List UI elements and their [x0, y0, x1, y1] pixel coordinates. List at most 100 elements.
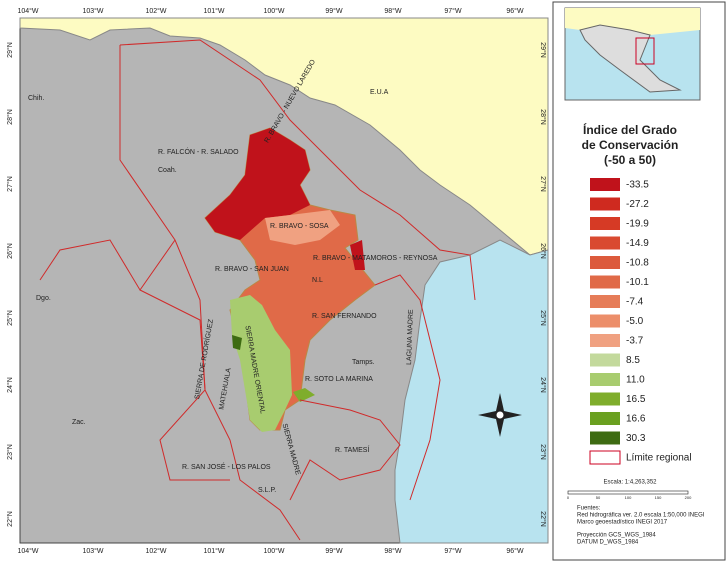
boundary	[174, 239, 301, 541]
region-label: Coah.	[158, 167, 177, 174]
basin-soto	[293, 388, 315, 402]
lon-label: 98°W	[384, 7, 402, 15]
lat-label: 27°N	[6, 176, 14, 192]
legend-label: 11.0	[626, 375, 645, 386]
legend-swatch	[590, 314, 620, 328]
legend-swatch	[590, 217, 620, 230]
region-label: R. TAMESÍ	[335, 445, 369, 454]
region-label: R. BRAVO - SAN JUAN	[215, 266, 289, 273]
lat-label: 29°N	[6, 42, 14, 58]
lat-label: 24°N	[6, 377, 14, 393]
lat-label: 22°N	[6, 511, 14, 527]
usa	[19, 17, 549, 256]
lon-label: 102°W	[145, 7, 166, 15]
basin-falcon	[205, 128, 310, 240]
region-label: LAGUNA MADRE	[406, 309, 415, 365]
lat-label: 26°N	[6, 243, 14, 259]
scale-tick: 50	[596, 495, 601, 500]
lon-label: 103°W	[82, 547, 103, 555]
legend-title: Índice del Grado	[583, 122, 677, 137]
boundary	[119, 39, 476, 301]
legend-label: -33.5	[626, 180, 649, 191]
legend-label: 30.3	[626, 433, 646, 444]
region-label: R. BRAVO - SOSA	[270, 223, 329, 230]
region-label: Dgo.	[36, 295, 51, 302]
lat-label: 26°N	[539, 243, 547, 259]
lat-label: 28°N	[539, 109, 547, 125]
region-label: R. SOTO LA MARINA	[305, 376, 373, 383]
north-arrow	[478, 393, 522, 437]
region-label: Zac.	[72, 419, 86, 426]
boundary	[139, 289, 230, 481]
legend-label: Límite regional	[626, 453, 692, 464]
region-label: R. SAN JOSÉ - LOS PALOS	[182, 462, 271, 471]
lat-label: 25°N	[6, 310, 14, 326]
lon-label: 98°W	[384, 547, 402, 555]
sources: Proyección GCS_WGS_1984	[577, 533, 656, 539]
basin-dark	[232, 335, 242, 350]
legend-label: -5.0	[626, 316, 644, 327]
legend-swatch	[590, 236, 620, 250]
sources: Red hidrográfica ver. 2.0 escala 1:50,00…	[577, 513, 705, 519]
lon-label: 101°W	[203, 547, 224, 555]
scale-text: Escala: 1:4,263,352	[603, 480, 657, 486]
legend-label: -10.8	[626, 258, 649, 269]
lon-label: 104°W	[17, 547, 38, 555]
lon-label: 103°W	[82, 7, 103, 15]
legend-label: 16.5	[626, 394, 646, 405]
region-label: R. BRAVO - MATAMOROS - REYNOSA	[313, 255, 438, 262]
legend-swatch	[590, 353, 620, 367]
legend-title: de Conservación	[582, 138, 679, 152]
gulf	[394, 239, 549, 544]
region-label: N.L	[312, 277, 323, 284]
scale-tick: 200	[685, 495, 692, 500]
legend-label: -7.4	[626, 297, 644, 308]
legend-label: -27.2	[626, 199, 649, 210]
lat-label: 22°N	[539, 511, 547, 527]
scale-tick: 0	[567, 495, 570, 500]
legend-swatch	[590, 431, 620, 445]
lat-label: 27°N	[539, 176, 547, 192]
lat-label: 23°N	[539, 444, 547, 460]
inset-extent	[635, 37, 655, 65]
scale-tick: 100	[625, 495, 632, 500]
lat-label: 25°N	[539, 310, 547, 326]
sources: DATUM D_WGS_1984	[577, 540, 639, 546]
lon-label: 104°W	[17, 7, 38, 15]
boundary	[374, 274, 441, 501]
legend-swatch	[590, 256, 620, 269]
region-label: R. FALCÓN - R. SALADO	[158, 147, 239, 156]
legend-label: -10.1	[626, 277, 649, 288]
lon-label: 97°W	[444, 7, 462, 15]
legend-label: 8.5	[626, 355, 640, 366]
main-map: E.U.A R. BRAVO - NUEVO LAREDO R. FALCÓN …	[19, 17, 549, 544]
legend-panel	[552, 1, 726, 561]
basin-sosa	[265, 210, 340, 245]
lon-label: 96°W	[506, 547, 524, 555]
lon-label: 100°W	[263, 547, 284, 555]
legend-label: 16.6	[626, 414, 646, 425]
legend-swatch	[590, 373, 620, 386]
scale-bar	[567, 490, 689, 495]
legend-swatch	[590, 295, 620, 308]
basin-matamoros	[350, 240, 365, 270]
lon-label: 102°W	[145, 547, 166, 555]
sources: Marco geoestadístico INEGI 2017	[577, 520, 668, 526]
legend-swatch	[590, 334, 620, 347]
legend-title: (-50 a 50)	[604, 153, 656, 167]
lon-label: 100°W	[263, 7, 284, 15]
region-label: Chih.	[28, 95, 44, 102]
lon-label: 101°W	[203, 7, 224, 15]
legend-swatch	[590, 178, 620, 191]
boundary	[289, 399, 401, 501]
basin-sierra	[230, 295, 292, 432]
lon-label: 96°W	[506, 7, 524, 15]
lat-label: 24°N	[539, 377, 547, 393]
lon-label: 99°W	[325, 547, 343, 555]
region-label: S.L.P.	[258, 487, 276, 494]
sources: Fuentes:	[577, 506, 601, 512]
legend-label: -14.9	[626, 238, 649, 249]
legend-label: -19.9	[626, 219, 649, 230]
scale-tick: 150	[655, 495, 662, 500]
lon-label: 99°W	[325, 7, 343, 15]
